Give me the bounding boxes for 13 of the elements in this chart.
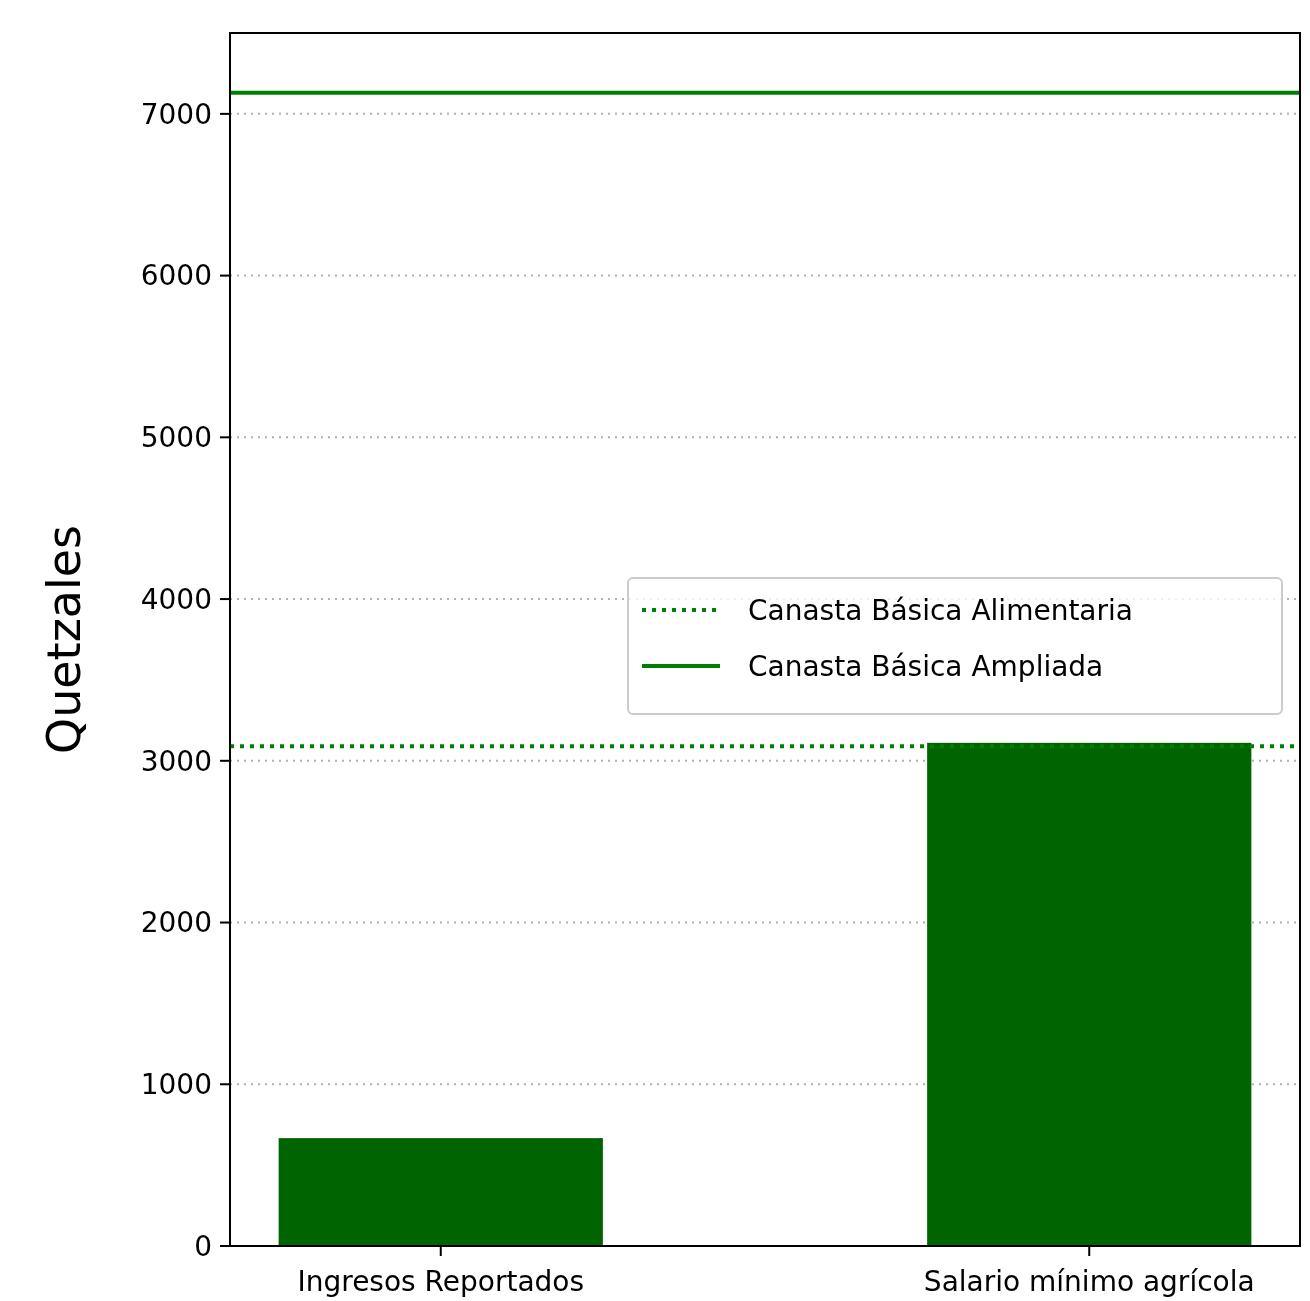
y-tick-label: 4000 [140, 582, 212, 616]
legend-label: Canasta Básica Ampliada [748, 649, 1104, 683]
y-tick-label: 6000 [140, 259, 212, 293]
x-tick-label: Salario mínimo agrícola [923, 1265, 1255, 1298]
y-tick-label: 3000 [140, 744, 212, 778]
x-tick-label: Ingresos Reportados [297, 1265, 585, 1298]
legend-label: Canasta Básica Alimentaria [748, 593, 1133, 627]
y-tick-label: 7000 [140, 97, 212, 131]
y-axis-title: Quetzales [37, 524, 91, 755]
y-tick-label: 2000 [140, 906, 212, 940]
y-tick-label: 0 [194, 1229, 212, 1263]
y-tick-label: 5000 [140, 421, 212, 455]
y-tick-label: 1000 [140, 1068, 212, 1102]
